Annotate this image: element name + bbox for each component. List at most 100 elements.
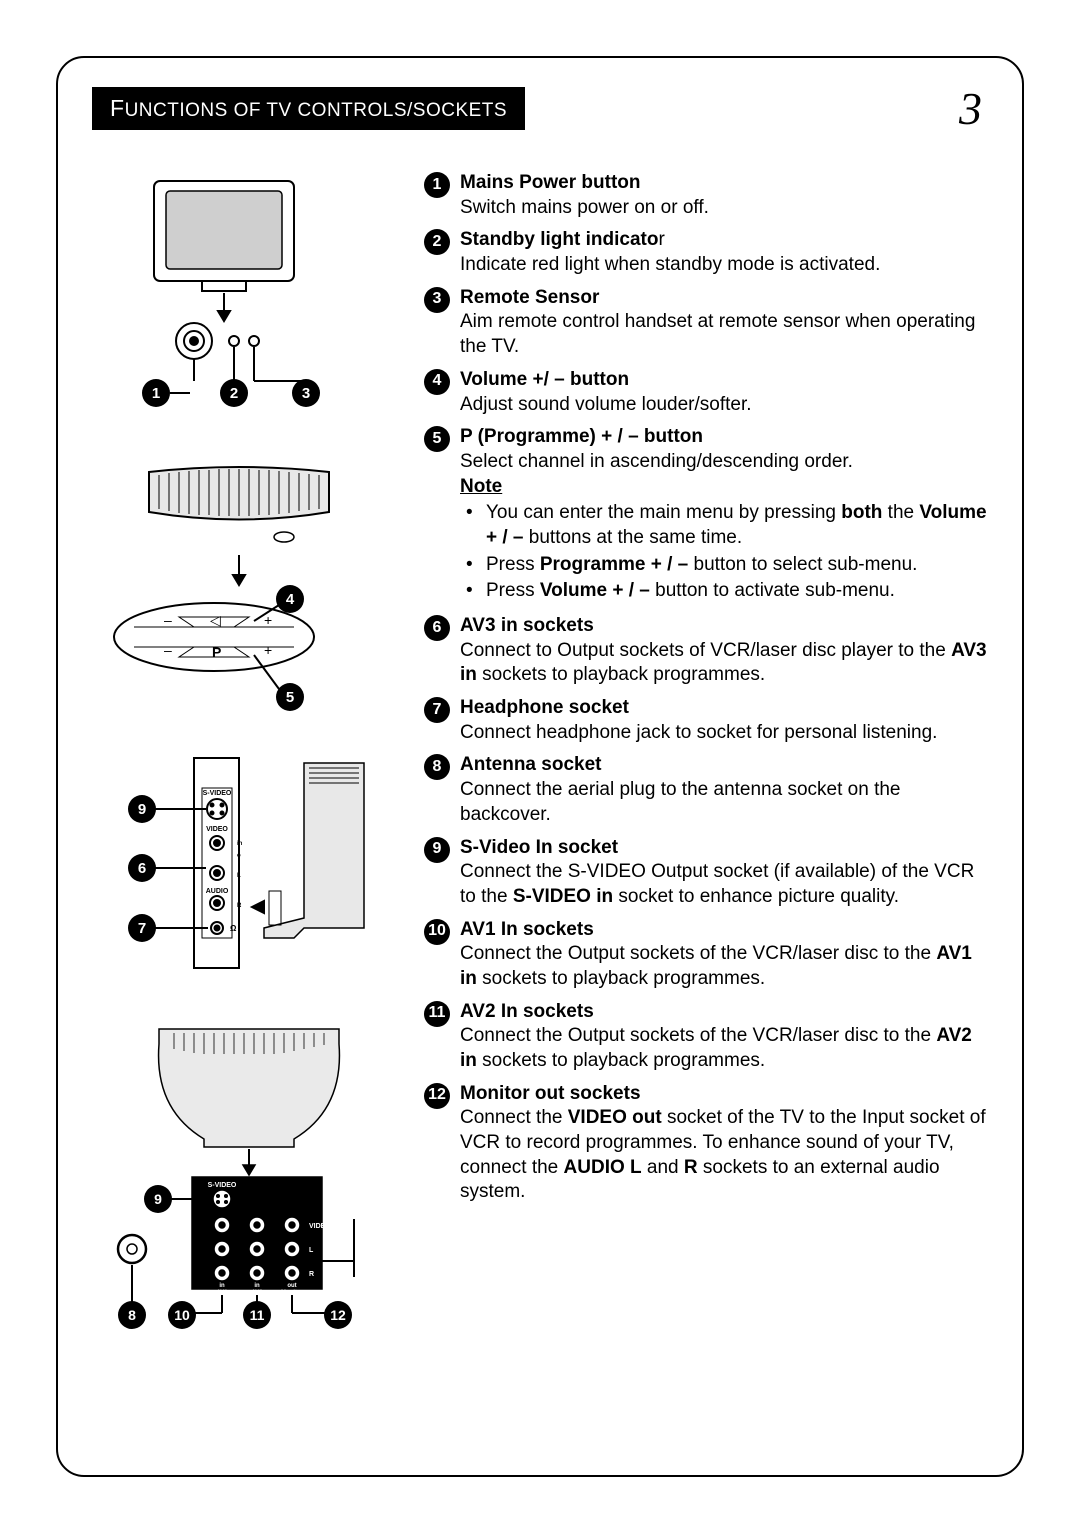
item-title: AV2 In sockets bbox=[460, 1000, 992, 1025]
header-row: FUNCTIONS OF TV CONTROLS/SOCKETS 3 bbox=[60, 60, 1020, 135]
item-number-badge: 2 bbox=[424, 229, 450, 255]
diagrams-column: 1 2 3 bbox=[94, 171, 394, 1329]
item-number-badge: 8 bbox=[424, 754, 450, 780]
content-area: 1 2 3 bbox=[60, 135, 1020, 1329]
item-number-badge: 5 bbox=[424, 426, 450, 452]
item-title: AV1 In sockets bbox=[460, 918, 992, 943]
svg-text:VIDEO: VIDEO bbox=[206, 826, 228, 833]
svg-text:S-VIDEO: S-VIDEO bbox=[208, 1182, 237, 1189]
item-body: AV1 In socketsConnect the Output sockets… bbox=[460, 918, 992, 992]
item-desc: Switch mains power on or off. bbox=[460, 196, 992, 221]
item-desc: Connect the aerial plug to the antenna s… bbox=[460, 778, 992, 827]
item-desc: Aim remote control handset at remote sen… bbox=[460, 310, 992, 359]
item-desc: Connect the Output sockets of the VCR/la… bbox=[460, 942, 992, 991]
svg-text:4: 4 bbox=[286, 591, 295, 608]
item-desc: Connect the VIDEO out socket of the TV t… bbox=[460, 1106, 992, 1205]
svg-text:in: in bbox=[219, 1283, 225, 1289]
svg-text:8: 8 bbox=[128, 1307, 136, 1323]
item-body: Headphone socketConnect headphone jack t… bbox=[460, 696, 992, 745]
item-desc: Connect the S-VIDEO Output socket (if av… bbox=[460, 860, 992, 909]
item-desc: Adjust sound volume louder/softer. bbox=[460, 393, 992, 418]
page-number: 3 bbox=[959, 82, 988, 135]
svg-text:L: L bbox=[309, 1247, 314, 1254]
item-desc: Connect to Output sockets of VCR/laser d… bbox=[460, 639, 992, 688]
item-number-badge: 12 bbox=[424, 1083, 450, 1109]
item-5: 5 P (Programme) + / – buttonSelect channe… bbox=[424, 425, 992, 606]
svg-text:1: 1 bbox=[152, 385, 160, 402]
svg-text:in: in bbox=[237, 841, 243, 847]
item-desc: Connect headphone jack to socket for per… bbox=[460, 721, 992, 746]
note-item: You can enter the main menu by pressing … bbox=[464, 501, 992, 550]
svg-text:3: 3 bbox=[302, 385, 310, 402]
svg-text:9: 9 bbox=[154, 1191, 162, 1207]
svg-text:12: 12 bbox=[330, 1307, 346, 1323]
item-desc: Indicate red light when standby mode is … bbox=[460, 253, 992, 278]
svg-text:R: R bbox=[237, 903, 242, 909]
item-title: Headphone socket bbox=[460, 696, 992, 721]
svg-text:10: 10 bbox=[174, 1307, 190, 1323]
svg-text:S-VIDEO: S-VIDEO bbox=[203, 790, 232, 797]
svg-text:Ω: Ω bbox=[230, 924, 237, 933]
item-7: 7 Headphone socketConnect headphone jack … bbox=[424, 696, 992, 745]
item-title: Antenna socket bbox=[460, 753, 992, 778]
item-4: 4 Volume +/ – buttonAdjust sound volume l… bbox=[424, 368, 992, 417]
item-title: P (Programme) + / – button bbox=[460, 425, 992, 450]
item-body: Remote SensorAim remote control handset … bbox=[460, 286, 992, 360]
diagram-tv-side: S-VIDEO VIDEO in o L AUDIO R Ω 9 6 7 bbox=[94, 753, 394, 983]
svg-text:5: 5 bbox=[286, 689, 294, 706]
svg-text:+: + bbox=[264, 642, 272, 658]
item-8: 8 Antenna socketConnect the aerial plug t… bbox=[424, 753, 992, 827]
svg-text:AUDIO: AUDIO bbox=[206, 888, 229, 895]
note-item: Press Programme + / – button to select s… bbox=[464, 553, 992, 578]
item-number-badge: 1 bbox=[424, 172, 450, 198]
item-number-badge: 3 bbox=[424, 287, 450, 313]
item-number-badge: 7 bbox=[424, 697, 450, 723]
diagram-tv-front: 1 2 3 bbox=[94, 171, 374, 421]
svg-text:VIDEO: VIDEO bbox=[309, 1223, 331, 1230]
svg-text:11: 11 bbox=[250, 1307, 265, 1323]
item-title: AV3 in sockets bbox=[460, 614, 992, 639]
item-9: 9 S-Video In socketConnect the S-VIDEO Ou… bbox=[424, 836, 992, 910]
svg-text:–: – bbox=[164, 612, 172, 628]
item-number-badge: 6 bbox=[424, 615, 450, 641]
item-body: AV2 In socketsConnect the Output sockets… bbox=[460, 1000, 992, 1074]
item-number-badge: 4 bbox=[424, 369, 450, 395]
svg-text:out: out bbox=[287, 1283, 296, 1289]
item-title: Monitor out sockets bbox=[460, 1082, 992, 1107]
svg-text:L: L bbox=[237, 873, 241, 879]
section-title: FUNCTIONS OF TV CONTROLS/SOCKETS bbox=[92, 87, 525, 130]
svg-text:–: – bbox=[164, 642, 172, 658]
item-body: P (Programme) + / – buttonSelect channel… bbox=[460, 425, 992, 606]
svg-text:6: 6 bbox=[138, 860, 146, 877]
item-body: Monitor out socketsConnect the VIDEO out… bbox=[460, 1082, 992, 1205]
diagram-tv-top: –+ –+ ◁ P 4 5 bbox=[94, 457, 374, 717]
note-list: You can enter the main menu by pressing … bbox=[460, 501, 992, 604]
item-11: 11 AV2 In socketsConnect the Output socke… bbox=[424, 1000, 992, 1074]
item-10: 10 AV1 In socketsConnect the Output socke… bbox=[424, 918, 992, 992]
item-body: Mains Power buttonSwitch mains power on … bbox=[460, 171, 992, 220]
item-body: Volume +/ – buttonAdjust sound volume lo… bbox=[460, 368, 992, 417]
item-number-badge: 11 bbox=[424, 1001, 450, 1027]
item-desc: Connect the Output sockets of the VCR/la… bbox=[460, 1024, 992, 1073]
diagram-tv-rear: S-VIDEO VIDEO bbox=[94, 1019, 394, 1329]
svg-text:P: P bbox=[212, 644, 221, 660]
item-title: Remote Sensor bbox=[460, 286, 992, 311]
svg-text:o: o bbox=[237, 853, 241, 859]
item-desc: Select channel in ascending/descending o… bbox=[460, 450, 992, 475]
item-number-badge: 10 bbox=[424, 919, 450, 945]
item-title: Standby light indicator bbox=[460, 228, 992, 253]
item-body: S-Video In socketConnect the S-VIDEO Out… bbox=[460, 836, 992, 910]
svg-text:9: 9 bbox=[138, 801, 146, 818]
descriptions-column: 1 Mains Power buttonSwitch mains power o… bbox=[424, 171, 992, 1329]
svg-text:◁: ◁ bbox=[210, 612, 221, 628]
item-title: Mains Power button bbox=[460, 171, 992, 196]
item-number-badge: 9 bbox=[424, 837, 450, 863]
note-label: Note bbox=[460, 475, 992, 500]
item-3: 3 Remote SensorAim remote control handset… bbox=[424, 286, 992, 360]
svg-text:in: in bbox=[254, 1283, 260, 1289]
item-2: 2 Standby light indicatorIndicate red lig… bbox=[424, 228, 992, 277]
svg-text:7: 7 bbox=[138, 920, 146, 937]
item-body: AV3 in socketsConnect to Output sockets … bbox=[460, 614, 992, 688]
svg-text:2: 2 bbox=[230, 385, 238, 402]
item-body: Antenna socketConnect the aerial plug to… bbox=[460, 753, 992, 827]
